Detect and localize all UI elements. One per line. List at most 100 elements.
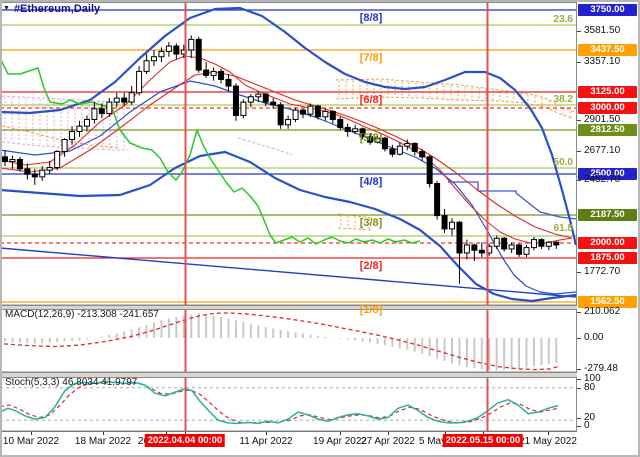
window-frame bbox=[0, 455, 640, 457]
candle-body bbox=[39, 169, 46, 178]
price-axis[interactable]: 3750.00 3437.50 3125.00 3000.00 2812.50 2500.… bbox=[577, 0, 640, 457]
bollinger-upper-line bbox=[0, 6, 577, 246]
panel-separator[interactable] bbox=[0, 372, 577, 378]
axis-tick-mark bbox=[577, 120, 581, 121]
panel-border bbox=[0, 377, 577, 432]
candle-body bbox=[203, 69, 210, 76]
axis-tick-mark bbox=[577, 31, 581, 32]
axis-tick-mark bbox=[577, 418, 581, 419]
candle-body bbox=[24, 168, 31, 175]
candle-body bbox=[91, 108, 98, 120]
axis-tick-label: 80 bbox=[584, 382, 596, 393]
axis-tick-mark bbox=[577, 338, 581, 339]
candle-body bbox=[76, 125, 83, 132]
time-tick-label: 21 May 2022 bbox=[519, 436, 577, 447]
candle-body bbox=[136, 70, 143, 94]
candle-body bbox=[463, 244, 470, 254]
hatch-band-edge bbox=[1, 95, 129, 105]
candle-body bbox=[508, 244, 515, 250]
price-badge: 3000.00 bbox=[578, 102, 637, 114]
panel-separator[interactable] bbox=[0, 305, 577, 310]
candle-body bbox=[449, 221, 455, 230]
candle-body bbox=[545, 241, 552, 247]
window-frame bbox=[638, 0, 640, 457]
step-line bbox=[448, 181, 577, 220]
time-tick-label: 10 Mar 2022 bbox=[2, 436, 60, 447]
candle-body bbox=[54, 150, 61, 169]
axis-tick-mark bbox=[577, 151, 581, 152]
candle-body bbox=[106, 101, 113, 114]
candle-body bbox=[113, 97, 120, 103]
axis-tick-label: 210.062 bbox=[584, 306, 621, 317]
axis-tick-label: 100 bbox=[584, 373, 601, 384]
axis-tick-label: 2452.70 bbox=[584, 174, 621, 185]
hatch-band-edge bbox=[335, 96, 573, 119]
axis-tick-label: -279.48 bbox=[584, 363, 618, 374]
axis-tick-label: 3357.10 bbox=[584, 56, 621, 67]
candle-body bbox=[69, 130, 76, 140]
axis-tick-mark bbox=[577, 426, 581, 427]
candle-body bbox=[404, 142, 411, 147]
candle-body bbox=[367, 136, 374, 143]
candle-body bbox=[285, 118, 292, 126]
candle-body bbox=[121, 97, 128, 103]
time-tick-mark bbox=[388, 432, 389, 435]
panel-border bbox=[0, 309, 577, 373]
axis-tick-mark bbox=[577, 379, 581, 380]
candle-body bbox=[240, 101, 247, 116]
candle-body bbox=[411, 142, 418, 152]
candle-body bbox=[247, 96, 254, 103]
time-tick-mark bbox=[340, 432, 341, 435]
axis-tick-label: 3581.50 bbox=[584, 25, 621, 36]
axis-tick-label: 20 bbox=[584, 412, 596, 423]
candle-body bbox=[322, 110, 329, 118]
time-tick-label: 18 Mar 2022 bbox=[74, 436, 132, 447]
window-frame bbox=[0, 0, 2, 457]
price-badge: 1875.00 bbox=[578, 252, 637, 264]
candle-body bbox=[329, 110, 336, 120]
candle-body bbox=[165, 45, 172, 52]
axis-tick-mark bbox=[577, 369, 581, 370]
candle-body bbox=[9, 159, 16, 163]
candle-body bbox=[441, 215, 448, 230]
candle-body bbox=[277, 104, 284, 126]
candle-body bbox=[501, 237, 508, 250]
time-tick-mark bbox=[166, 432, 167, 435]
candle-body bbox=[128, 92, 135, 103]
axis-tick-label: 2677.10 bbox=[584, 145, 621, 156]
candle-body bbox=[210, 70, 217, 76]
axis-tick-label: 0 bbox=[584, 420, 590, 431]
candle-body bbox=[419, 150, 426, 158]
window-frame bbox=[0, 0, 640, 2]
candle-body bbox=[523, 247, 530, 255]
axis-tick-mark bbox=[577, 312, 581, 313]
time-tick-label: 19 Apr 2022 bbox=[313, 436, 367, 447]
candle-body bbox=[255, 93, 262, 98]
candle-body bbox=[2, 156, 8, 163]
candle-body bbox=[31, 173, 38, 178]
price-badge: 3125.00 bbox=[578, 86, 637, 98]
candle-body bbox=[61, 138, 68, 152]
price-badge: 1562.50 bbox=[578, 296, 637, 308]
price-badge: 2500.00 bbox=[578, 168, 637, 180]
candle-body bbox=[493, 237, 500, 247]
candle-body bbox=[16, 159, 23, 170]
green-indicator-line bbox=[0, 57, 421, 245]
axis-tick-mark bbox=[577, 62, 581, 63]
axis-tick-mark bbox=[577, 388, 581, 389]
candle-body bbox=[46, 167, 53, 171]
axis-tick-label: 1772.70 bbox=[584, 266, 621, 277]
candle-body bbox=[225, 78, 232, 87]
candle-body bbox=[188, 38, 195, 51]
time-tick-mark bbox=[483, 432, 484, 435]
candle-body bbox=[173, 45, 180, 55]
candle-body bbox=[270, 101, 277, 106]
candle-body bbox=[516, 244, 523, 255]
chart-canvas[interactable] bbox=[0, 0, 577, 457]
axis-tick-mark bbox=[577, 272, 581, 273]
candle-body bbox=[434, 183, 441, 217]
candle-body bbox=[307, 105, 314, 115]
price-badge: 2812.50 bbox=[578, 124, 637, 136]
